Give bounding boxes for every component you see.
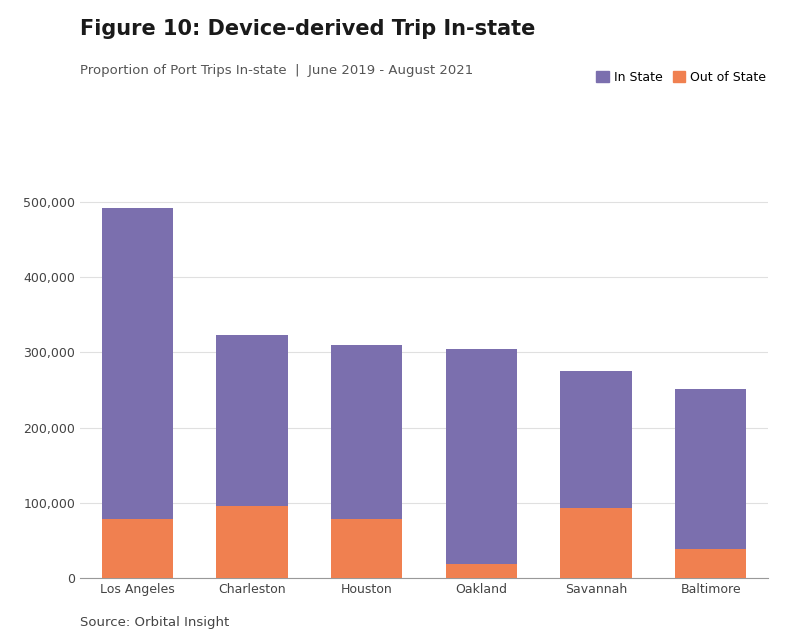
Bar — [675, 550, 746, 578]
Bar — [331, 519, 402, 578]
Bar — [331, 345, 402, 519]
Bar — [217, 335, 287, 507]
Bar — [561, 508, 631, 578]
Legend: In State, Out of State: In State, Out of State — [593, 67, 770, 88]
Bar — [446, 564, 517, 578]
Bar — [446, 349, 517, 564]
Text: Source: Orbital Insight: Source: Orbital Insight — [80, 616, 230, 629]
Text: Figure 10: Device-derived Trip In-state: Figure 10: Device-derived Trip In-state — [80, 19, 535, 39]
Bar — [217, 507, 287, 578]
Text: Proportion of Port Trips In-state  |  June 2019 - August 2021: Proportion of Port Trips In-state | June… — [80, 64, 474, 77]
Bar — [102, 519, 173, 578]
Bar — [561, 370, 631, 508]
Bar — [102, 207, 173, 519]
Bar — [675, 389, 746, 550]
